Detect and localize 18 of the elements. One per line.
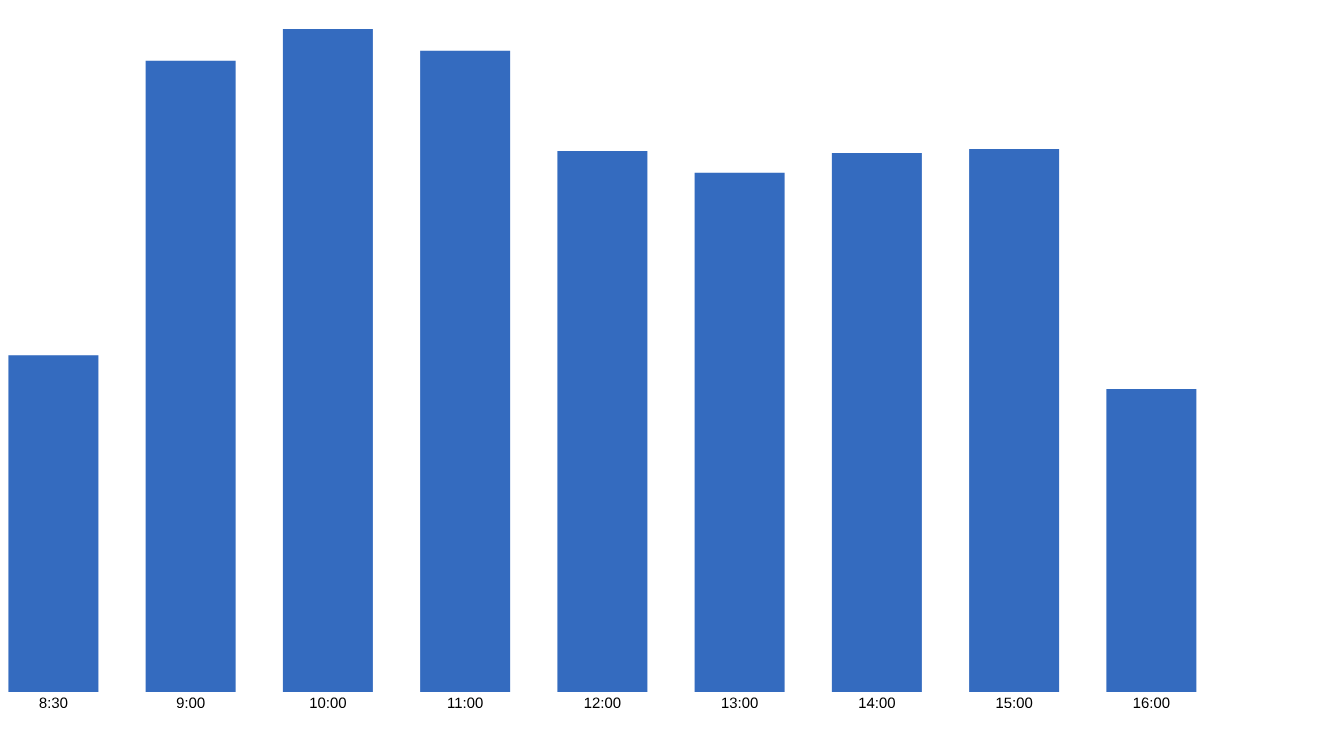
bar bbox=[1106, 389, 1197, 692]
bar bbox=[831, 152, 922, 692]
x-tick-label: 13:00 bbox=[722, 697, 758, 709]
x-tick-label: 12:00 bbox=[584, 697, 621, 709]
bar bbox=[145, 60, 236, 692]
x-tick-label: 15:00 bbox=[996, 697, 1033, 709]
bar bbox=[282, 28, 373, 692]
x-tick-label: 14:00 bbox=[859, 697, 895, 709]
bar bbox=[694, 172, 785, 692]
bar bbox=[8, 355, 99, 692]
x-tick-label: 16:00 bbox=[1133, 697, 1170, 709]
x-tick-label: 8:30 bbox=[39, 697, 68, 709]
bar bbox=[969, 148, 1060, 692]
bar bbox=[557, 150, 648, 692]
x-tick-label: 10:00 bbox=[310, 697, 346, 709]
bar bbox=[420, 50, 511, 692]
x-tick-label: 11:00 bbox=[448, 697, 483, 709]
x-tick-label: 9:00 bbox=[176, 697, 205, 709]
